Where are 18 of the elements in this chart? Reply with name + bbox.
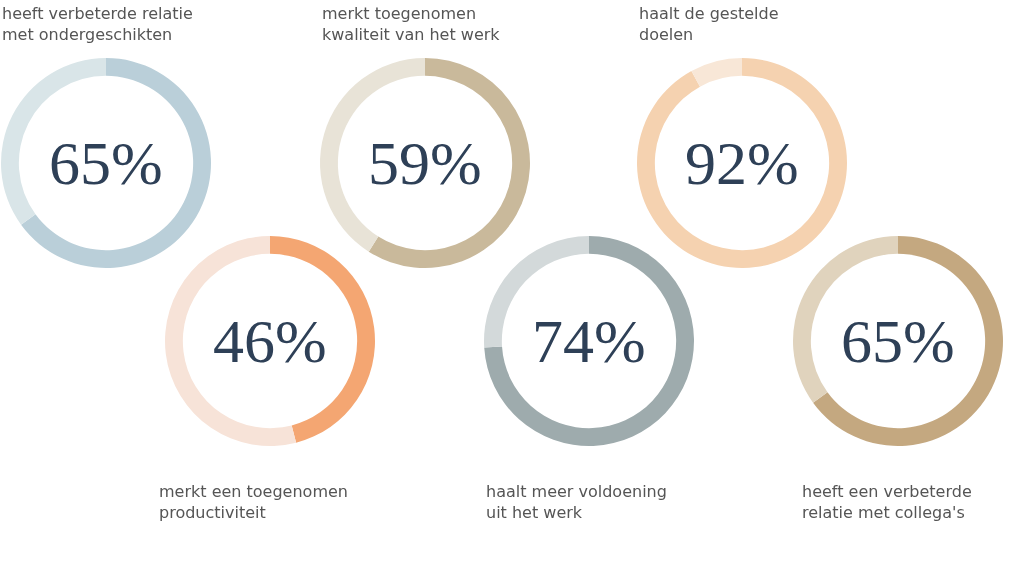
text: 65% [841, 307, 955, 375]
donut-slice [691, 58, 742, 87]
donut-slice [21, 58, 211, 268]
donut-slice [368, 58, 530, 268]
donut-slice [637, 58, 847, 268]
donut-slice [484, 236, 694, 446]
text: merkt een toegenomen productiviteit [159, 482, 348, 522]
text: 46% [213, 307, 327, 375]
chart-title: heeft verbeterde relatie met ondergeschikten [2, 4, 193, 44]
text: 65% [49, 129, 163, 197]
text: 92% [685, 129, 799, 197]
chart-title: haalt de gestelde doelen [639, 4, 779, 44]
chart-title: merkt toegenomen kwaliteit van het werk [322, 4, 501, 44]
text: 74% [532, 307, 646, 375]
text: 59% [368, 129, 482, 197]
text: heeft een verbeterde relatie met collega's [802, 482, 972, 522]
donut-slice [813, 236, 1003, 446]
text: haalt meer voldoening uit het werk [486, 482, 667, 522]
